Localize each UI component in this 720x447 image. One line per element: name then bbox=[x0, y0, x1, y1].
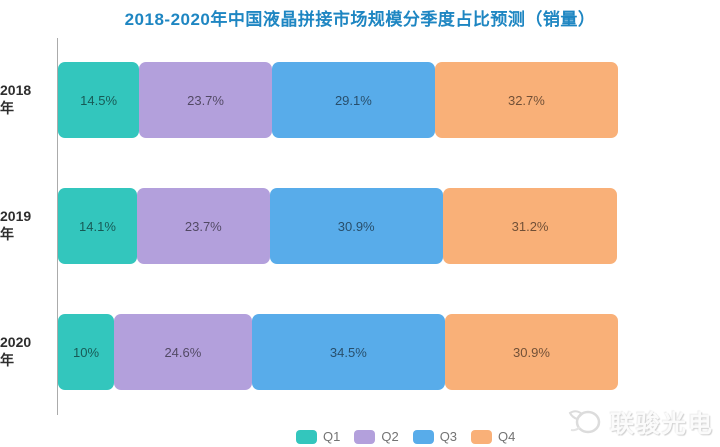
legend-item: Q3 bbox=[412, 429, 458, 444]
legend-swatch-q2 bbox=[354, 429, 376, 444]
legend-item: Q2 bbox=[354, 429, 399, 444]
bar-segment-q1: 14.1% bbox=[58, 188, 137, 264]
row-label: 2018年 bbox=[0, 82, 32, 116]
bar-row: 2018年 14.5% 23.7% 29.1% 32.7% bbox=[0, 62, 720, 138]
bar-segment-q3: 30.9% bbox=[269, 188, 443, 264]
y-axis-line bbox=[57, 38, 58, 415]
row-label: 2020年 bbox=[0, 334, 32, 368]
bar-segment-q3: 29.1% bbox=[271, 62, 435, 138]
bar-segment-q2: 24.6% bbox=[114, 314, 252, 390]
legend-item: Q1 bbox=[296, 429, 340, 444]
legend-swatch-q3 bbox=[412, 429, 434, 444]
bar-segment-q3: 34.5% bbox=[251, 314, 445, 390]
chart-title: 2018-2020年中国液晶拼接市场规模分季度占比预测（销量） bbox=[124, 10, 596, 29]
legend-swatch-q1 bbox=[296, 429, 317, 444]
bar-segment-q2: 23.7% bbox=[136, 188, 270, 264]
bar-segment-label: 10% bbox=[72, 344, 100, 360]
bar-segment-label: 23.7% bbox=[184, 218, 222, 234]
legend-label: Q3 bbox=[439, 429, 458, 444]
bar-segment-q2: 23.7% bbox=[139, 62, 272, 138]
bar-segment-q4: 30.9% bbox=[444, 314, 618, 390]
bar-segment-label: 34.5% bbox=[329, 344, 367, 360]
bar-track: 14.5% 23.7% 29.1% 32.7% bbox=[58, 62, 618, 138]
bar-track: 10% 24.6% 34.5% 30.9% bbox=[58, 314, 618, 390]
legend-label: Q4 bbox=[498, 429, 516, 444]
watermark-text: 联骏光电 bbox=[610, 411, 714, 438]
bird-logo-icon bbox=[566, 405, 604, 439]
row-label: 2019年 bbox=[0, 208, 32, 242]
bar-segment-label: 29.1% bbox=[334, 92, 372, 108]
bar-segment-label: 30.9% bbox=[337, 218, 375, 234]
bar-segment-label: 14.1% bbox=[79, 218, 116, 234]
bar-row: 2019年 14.1% 23.7% 30.9% 31.2% bbox=[0, 188, 720, 264]
bar-segment-label: 24.6% bbox=[164, 344, 202, 360]
bar-segment-label: 14.5% bbox=[80, 92, 118, 108]
legend-item: Q4 bbox=[471, 429, 515, 444]
legend: Q1 Q2 Q3 Q4 bbox=[296, 429, 515, 444]
bar-segment-q4: 32.7% bbox=[434, 62, 618, 138]
bar-segment-label: 23.7% bbox=[187, 92, 224, 108]
bar-segment-q1: 14.5% bbox=[58, 62, 140, 138]
legend-label: Q2 bbox=[381, 429, 399, 444]
bar-segment-q4: 31.2% bbox=[442, 188, 618, 264]
bar-segment-label: 30.9% bbox=[513, 344, 550, 360]
legend-label: Q1 bbox=[323, 429, 341, 444]
bar-segment-label: 32.7% bbox=[507, 92, 545, 108]
bar-segment-q1: 10% bbox=[58, 314, 114, 390]
bar-row: 2020年 10% 24.6% 34.5% 30.9% bbox=[0, 314, 720, 390]
bar-track: 14.1% 23.7% 30.9% 31.2% bbox=[58, 188, 618, 264]
bar-segment-label: 31.2% bbox=[511, 218, 549, 234]
watermark: 联骏光电 bbox=[566, 404, 714, 439]
legend-swatch-q4 bbox=[471, 429, 493, 444]
